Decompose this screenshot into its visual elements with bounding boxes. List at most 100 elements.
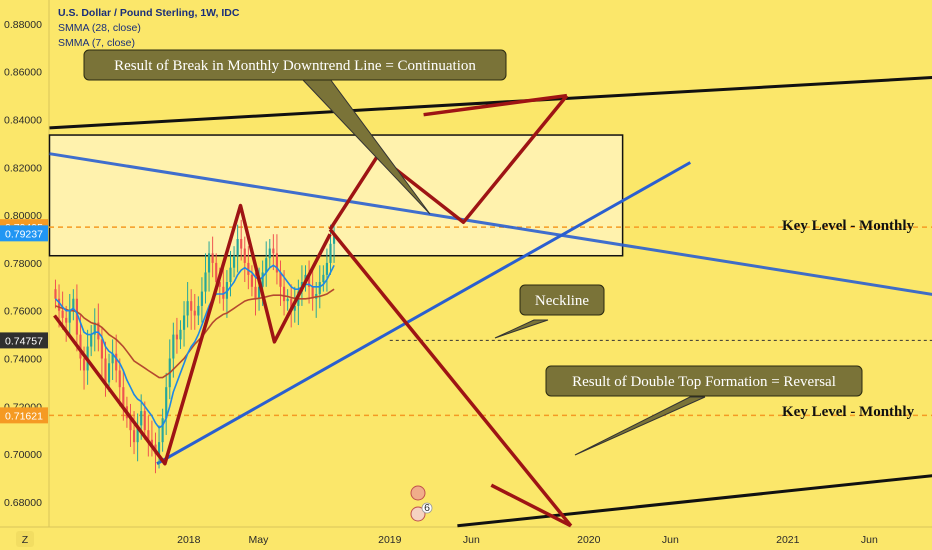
candle-body[interactable]: [100, 339, 103, 359]
candle-body[interactable]: [232, 255, 236, 268]
candle-body[interactable]: [143, 411, 146, 431]
candle-body[interactable]: [57, 298, 61, 311]
candle-body[interactable]: [243, 248, 246, 263]
candle-body[interactable]: [122, 387, 125, 407]
candle-body[interactable]: [293, 305, 296, 311]
indicator-smma-7-label[interactable]: SMMA (7, close): [58, 37, 135, 49]
candle-body[interactable]: [161, 418, 164, 443]
candle-body[interactable]: [272, 248, 275, 254]
candle-body[interactable]: [61, 310, 64, 318]
candle-body[interactable]: [197, 305, 200, 316]
candle-body[interactable]: [311, 286, 314, 299]
candle-body[interactable]: [97, 322, 100, 340]
candle-body[interactable]: [175, 334, 178, 340]
red-arrowhead-reversal: [490, 483, 572, 528]
economic-event-flag-icon[interactable]: [410, 485, 426, 501]
smma-7-line: [54, 264, 335, 429]
candle-body[interactable]: [129, 418, 132, 431]
monthly-downtrend-line[interactable]: [49, 152, 932, 311]
candle-body[interactable]: [182, 315, 186, 330]
candle-body[interactable]: [200, 291, 203, 306]
price-label-badge: [0, 225, 48, 242]
candle-body[interactable]: [157, 442, 161, 455]
red-projection-continuation[interactable]: [328, 94, 569, 231]
candle-body[interactable]: [115, 353, 118, 371]
candle-body[interactable]: [111, 353, 114, 364]
candle-body[interactable]: [193, 310, 196, 316]
candle-body[interactable]: [322, 274, 325, 283]
candle-body[interactable]: [54, 289, 57, 299]
candle-body[interactable]: [250, 274, 253, 287]
candle-body[interactable]: [165, 387, 168, 419]
candle-body[interactable]: [140, 411, 143, 426]
y-tick-label: 0.84000: [4, 115, 42, 127]
y-tick-label: 0.80000: [4, 210, 42, 222]
candle-body[interactable]: [75, 298, 78, 335]
candle-body[interactable]: [147, 430, 150, 440]
candle-body[interactable]: [72, 298, 75, 311]
candle-body[interactable]: [82, 358, 86, 371]
candle-body[interactable]: [207, 253, 211, 273]
price-label-badge: [0, 407, 48, 424]
candle-body[interactable]: [222, 286, 225, 299]
candle-body[interactable]: [104, 358, 107, 383]
candle-body[interactable]: [268, 248, 271, 259]
candle-body[interactable]: [236, 239, 239, 256]
candle-body[interactable]: [190, 301, 193, 311]
candle-body[interactable]: [136, 425, 139, 443]
candle-body[interactable]: [204, 272, 207, 292]
candle-body[interactable]: [218, 282, 221, 287]
callout-continuation-text: Result of Break in Monthly Downtrend Lin…: [114, 58, 476, 74]
economic-event-flag-icon[interactable]: [410, 506, 426, 522]
x-tick-label: 2019: [378, 534, 402, 546]
candle-body[interactable]: [290, 298, 293, 311]
candle-body[interactable]: [215, 262, 218, 283]
red-projection-reversal[interactable]: [328, 228, 573, 527]
candle-body[interactable]: [240, 239, 243, 249]
indicator-smma-28-label[interactable]: SMMA (28, close): [58, 22, 141, 34]
candle-body[interactable]: [257, 286, 261, 299]
candle-body[interactable]: [150, 439, 153, 445]
candle-body[interactable]: [132, 430, 136, 443]
candle-body[interactable]: [279, 272, 282, 287]
candle-body[interactable]: [93, 322, 96, 335]
red-pattern-zigzag[interactable]: [53, 203, 332, 466]
y-tick-label: 0.78000: [4, 258, 42, 270]
candle-body[interactable]: [261, 272, 264, 287]
candle-body[interactable]: [265, 258, 268, 273]
x-tick-label: Jun: [861, 534, 878, 546]
candle-body[interactable]: [229, 267, 232, 283]
candle-body[interactable]: [68, 310, 71, 323]
candle-body[interactable]: [172, 334, 175, 359]
candle-body[interactable]: [307, 274, 311, 287]
event-count-text: 6: [424, 502, 430, 514]
candle-body[interactable]: [282, 286, 286, 302]
y-tick-label: 0.82000: [4, 162, 42, 174]
callout-pointer-neckline: [494, 319, 549, 339]
x-tick-label: 2021: [776, 534, 800, 546]
candle-body[interactable]: [332, 234, 336, 244]
candle-body[interactable]: [247, 262, 250, 275]
candle-body[interactable]: [118, 370, 121, 388]
candle-body[interactable]: [211, 253, 214, 263]
candle-body[interactable]: [179, 329, 182, 340]
candle-body[interactable]: [329, 243, 332, 263]
candle-body[interactable]: [275, 253, 278, 273]
candle-body[interactable]: [286, 298, 289, 302]
candle-body[interactable]: [107, 363, 111, 383]
corner-button[interactable]: [16, 531, 34, 547]
candle-body[interactable]: [79, 334, 82, 359]
candle-body[interactable]: [318, 282, 321, 294]
candle-body[interactable]: [325, 262, 328, 275]
candle-body[interactable]: [186, 301, 189, 316]
price-label-text: 0.79237: [5, 228, 43, 240]
neckline-uptrend-line[interactable]: [156, 161, 692, 466]
candle-body[interactable]: [254, 286, 257, 299]
price-label-badge: [0, 332, 48, 349]
candle-body[interactable]: [65, 317, 68, 323]
candle-body[interactable]: [90, 334, 93, 347]
callout-pointer-reversal: [574, 396, 706, 456]
